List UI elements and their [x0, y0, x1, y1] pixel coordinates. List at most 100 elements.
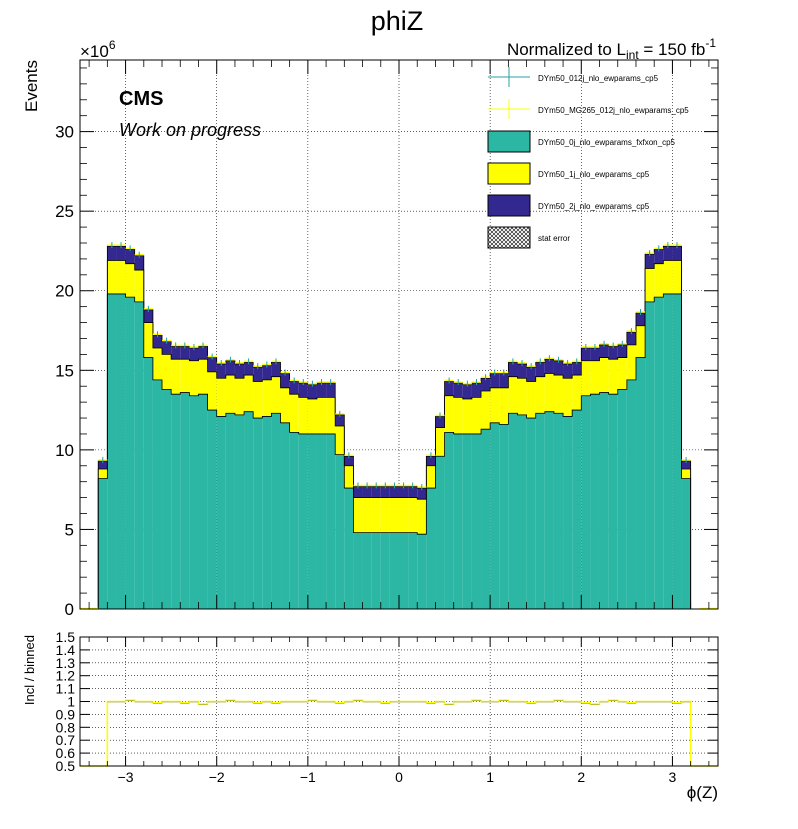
- bar-2-bin-59: [626, 344, 636, 380]
- ratio-y-tick-label: 0.7: [56, 732, 76, 748]
- bar-3-bin-6: [143, 309, 153, 323]
- ratio-y-tick-label: 0.5: [56, 758, 76, 774]
- bar-2-bin-29: [353, 497, 363, 533]
- legend-swatch: [487, 194, 531, 217]
- bar-1-bin-35: [408, 532, 418, 609]
- bar-1-bin-23: [298, 433, 308, 609]
- bar-3-bin-41: [462, 384, 472, 399]
- bar-2-bin-55: [590, 360, 600, 395]
- bar-3-bin-23: [298, 383, 308, 398]
- bar-2-bin-45: [499, 387, 509, 425]
- bar-1-bin-55: [590, 394, 600, 609]
- layer-outline-1: [80, 293, 718, 610]
- y-tick-label: 15: [55, 361, 74, 380]
- x-tick-label: 3: [669, 769, 677, 785]
- bar-2-bin-31: [371, 497, 381, 533]
- bar-3-bin-35: [408, 486, 418, 498]
- bar-2-bin-26: [326, 397, 336, 434]
- bar-3-bin-29: [353, 486, 363, 498]
- bar-3-bin-59: [626, 332, 636, 345]
- bar-2-bin-15: [225, 375, 235, 414]
- bar-1-bin-62: [654, 297, 664, 609]
- bar-2-bin-40: [453, 397, 463, 434]
- bar-3-bin-10: [180, 346, 190, 360]
- bar-2-bin-20: [271, 376, 281, 414]
- bar-1-bin-29: [353, 532, 363, 609]
- bar-1-bin-16: [234, 414, 245, 609]
- bar-1-bin-26: [326, 433, 336, 609]
- ratio-y-tick-label: 0.6: [56, 745, 76, 761]
- bar-2-bin-1: [98, 468, 108, 479]
- bar-3-bin-9: [171, 346, 181, 360]
- legend-entry-5: DYm50_2j_nlo_ewparams_cp5: [487, 194, 650, 217]
- bar-1-bin-42: [471, 433, 482, 609]
- ratio-y-tick-label: 1.1: [56, 681, 76, 697]
- lumi-prefix: Normalized to L: [507, 40, 626, 59]
- bar-3-bin-25: [316, 383, 327, 398]
- bar-2-bin-8: [162, 354, 172, 390]
- bar-1-bin-59: [626, 379, 636, 609]
- bar-2-bin-46: [508, 376, 518, 414]
- bar-1-bin-15: [225, 413, 235, 609]
- x-tick-label: 2: [577, 769, 585, 785]
- y-exponent-base: ×10: [80, 42, 109, 61]
- bar-2-bin-37: [426, 465, 436, 489]
- y-tick-label: 25: [55, 202, 74, 221]
- bar-2-bin-5: [134, 270, 144, 302]
- ratio-ref-line: [107, 700, 691, 705]
- bar-2-bin-36: [417, 499, 427, 535]
- y-tick-label: 10: [55, 441, 74, 460]
- y-axis-label: Events: [22, 60, 41, 112]
- legend-label: stat error: [538, 234, 570, 243]
- legend-entry-6: stat error: [487, 226, 570, 249]
- bar-3-bin-42: [471, 383, 482, 398]
- bar-1-bin-25: [316, 433, 327, 609]
- bar-2-bin-7: [152, 348, 163, 380]
- ratio-panel: 0.50.60.70.80.911.11.21.31.41.5−3 −2 −1 0 1 2…: [56, 629, 719, 785]
- bar-3-bin-13: [207, 357, 217, 372]
- bar-2-bin-25: [316, 397, 327, 434]
- x-tick-label: −3: [118, 769, 134, 785]
- ratio-y-tick-label: 1.2: [56, 668, 76, 684]
- bar-1-bin-12: [198, 394, 208, 609]
- bar-2-bin-27: [335, 426, 345, 455]
- lumi-label: Normalized to Lint = 150 fb-1: [507, 36, 716, 62]
- bar-3-bin-50: [544, 359, 554, 374]
- bar-1-bin-22: [289, 432, 299, 609]
- bar-1-bin-31: [371, 532, 381, 609]
- bar-1-bin-56: [599, 392, 609, 609]
- bar-3-bin-11: [189, 348, 199, 361]
- bar-1-bin-40: [453, 433, 463, 609]
- bar-3-bin-47: [517, 363, 527, 379]
- bar-2-bin-62: [654, 263, 664, 298]
- bar-3-bin-17: [244, 362, 254, 376]
- bar-2-bin-11: [189, 360, 199, 396]
- chart-title: phiZ: [371, 6, 424, 36]
- legend-label: DYm50_012j_nlo_ewparams_cp5: [538, 74, 659, 83]
- bar-1-bin-11: [189, 395, 199, 609]
- bar-2-bin-2: [107, 260, 117, 294]
- main-plot-panel: 0 5 10 15 20 25 30: [55, 59, 719, 619]
- legend-label: DYm50_MG265_012j_nlo_ewparams_cp5: [538, 106, 689, 115]
- bar-3-bin-51: [553, 360, 564, 376]
- bar-2-bin-63: [663, 260, 673, 294]
- bar-3-bin-63: [663, 246, 673, 261]
- bar-2-bin-14: [216, 378, 226, 417]
- x-tick-label: −2: [209, 769, 225, 785]
- bar-3-bin-2: [107, 246, 117, 261]
- bar-2-bin-57: [608, 359, 618, 395]
- bar-2-bin-28: [344, 465, 354, 489]
- bar-2-bin-19: [262, 379, 272, 417]
- bar-3-bin-39: [444, 381, 454, 396]
- bar-1-bin-53: [572, 410, 582, 609]
- bar-2-bin-24: [307, 398, 317, 434]
- legend-swatch: [487, 130, 531, 153]
- bar-1-bin-2: [107, 293, 117, 609]
- bar-1-bin-49: [535, 413, 545, 609]
- bar-3-bin-28: [344, 456, 354, 466]
- legend-swatch: [487, 226, 531, 249]
- bar-3-bin-45: [499, 373, 509, 388]
- x-axis-label: ϕ(Z): [687, 783, 718, 802]
- ratio-step-line: [80, 699, 718, 767]
- bar-3-bin-15: [225, 360, 235, 376]
